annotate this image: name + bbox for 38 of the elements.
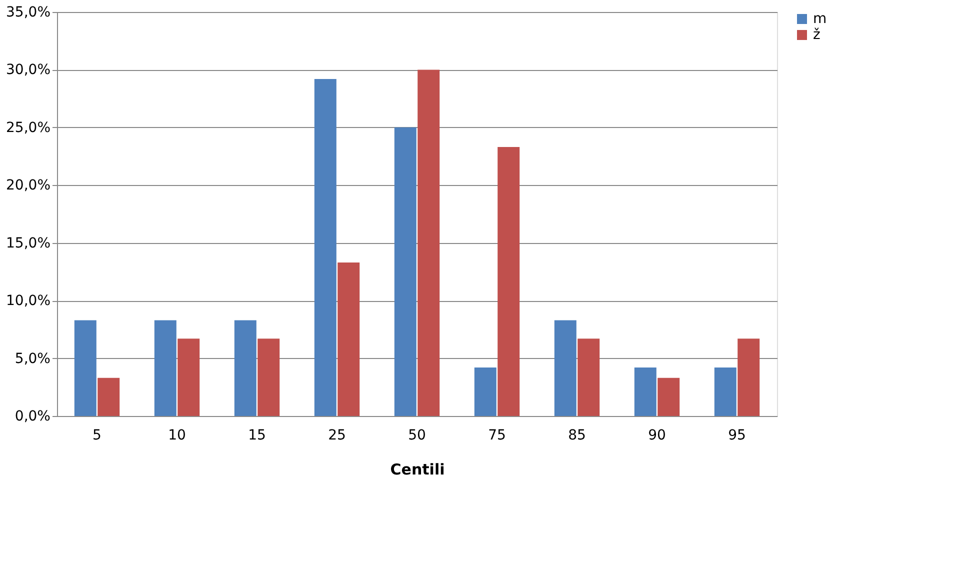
bar [74,320,96,416]
x-tick-label: 10 [168,428,186,444]
x-tick-label: 75 [488,428,506,444]
y-tick-label: 10,0% [6,293,50,310]
y-tick-label: 20,0% [6,178,50,194]
bar [98,378,120,416]
x-tick-label: 25 [328,428,346,444]
legend-label: ž [813,27,820,43]
y-tick-label: 30,0% [6,62,50,78]
bar [234,320,256,416]
bar [578,338,600,416]
bar [498,147,520,416]
bar [554,320,576,416]
bar [338,262,360,416]
bar [178,338,200,416]
bar [634,368,656,416]
x-tick-label: 90 [648,428,666,444]
bar [658,378,680,416]
y-tick-label: 35,0% [6,4,50,20]
legend-label: m [813,11,827,27]
bar [154,320,176,416]
bar [418,70,440,416]
y-tick-label: 25,0% [6,120,50,136]
y-tick-label: 5,0% [14,350,50,367]
y-tick-label: 15,0% [6,235,50,252]
bar [258,338,280,416]
bar [474,368,496,416]
x-tick-label: 5 [92,428,102,444]
x-tick-label: 85 [568,428,586,444]
x-tick-label: 50 [408,428,426,444]
x-axis-title: Centili [390,460,445,478]
x-tick-label: 15 [248,428,266,444]
x-tick-label: 95 [728,428,746,444]
bar [314,78,336,416]
bar [738,338,760,416]
bar [394,127,416,416]
bar [714,368,736,416]
y-tick-label: 0,0% [14,408,50,424]
